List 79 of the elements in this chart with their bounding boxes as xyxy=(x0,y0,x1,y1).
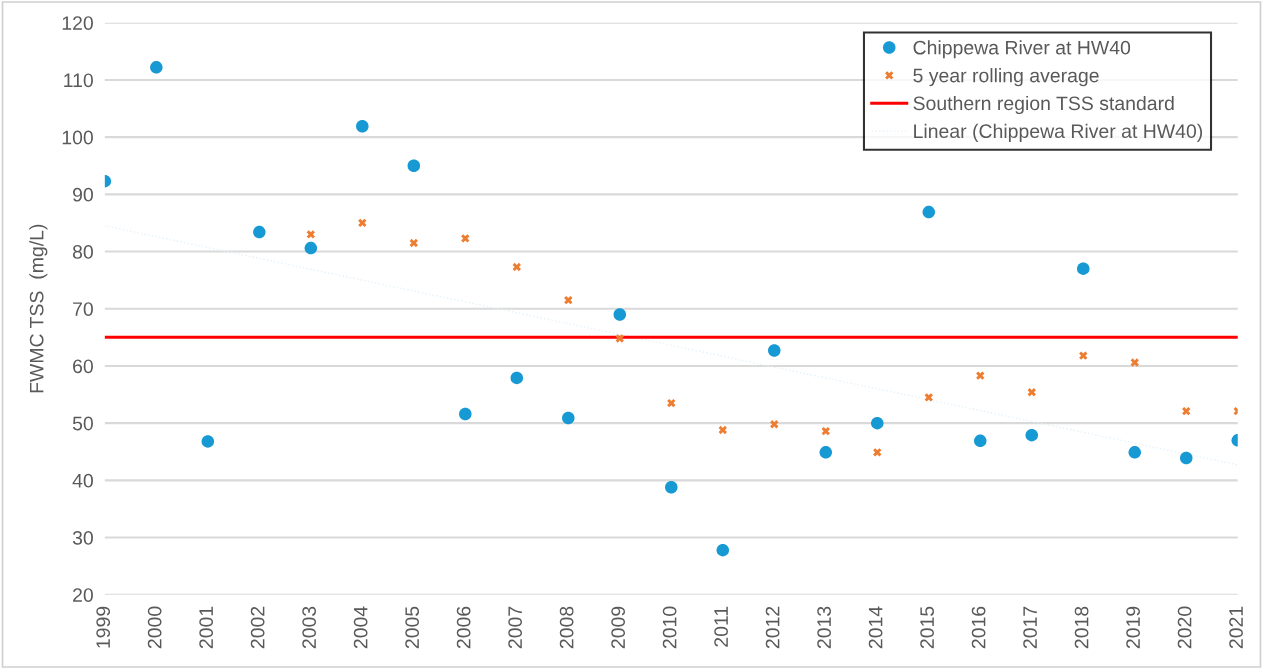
point xyxy=(871,416,884,430)
point xyxy=(409,238,418,248)
point xyxy=(562,411,575,425)
y-tick-label: 100 xyxy=(62,130,93,145)
point xyxy=(150,61,163,74)
point xyxy=(459,407,472,421)
point xyxy=(768,344,781,357)
point xyxy=(665,480,678,494)
point xyxy=(615,334,624,343)
x-tick-label: 2000 xyxy=(147,606,162,649)
point xyxy=(1025,428,1039,442)
point xyxy=(304,241,318,255)
x-tick-label: 1999 xyxy=(96,606,111,648)
point xyxy=(873,448,882,457)
x-tick-label: 2008 xyxy=(559,606,574,649)
x-tick-label: 2006 xyxy=(456,606,471,649)
x-tick-label: 2007 xyxy=(508,606,523,649)
x-tick-label: 2012 xyxy=(765,606,780,649)
y-tick-label: 120 xyxy=(62,16,93,30)
y-axis-title: FWMC TSS (mg/L) xyxy=(29,224,48,393)
point xyxy=(974,434,987,448)
x-tick-label: 2019 xyxy=(1126,606,1140,649)
point xyxy=(253,225,266,239)
point xyxy=(924,393,933,402)
y-tick-label: 70 xyxy=(73,302,93,316)
x-tick-label: 2016 xyxy=(971,606,986,649)
legend-label: Linear (Chippewa River at HW40) xyxy=(914,123,1203,142)
point xyxy=(461,234,470,243)
legend-label: Chippewa River at HW40 xyxy=(913,40,1131,59)
x-tick-label: 2013 xyxy=(817,606,831,649)
y-tick-label: 90 xyxy=(73,187,93,202)
y-tick-label: 110 xyxy=(64,73,93,88)
x-tick-label: 2021 xyxy=(1229,606,1243,649)
x-tick-label: 2017 xyxy=(1023,606,1037,649)
point xyxy=(716,543,730,557)
x-tick-label: 2018 xyxy=(1074,606,1089,649)
y-tick-label: 30 xyxy=(72,531,93,545)
x-tick-label: 2005 xyxy=(405,606,420,649)
x-tick-label: 2009 xyxy=(611,606,626,649)
point xyxy=(407,159,421,172)
point xyxy=(1027,388,1036,397)
y-tick-label: 80 xyxy=(72,245,93,259)
x-tick-label: 2010 xyxy=(662,606,677,649)
point xyxy=(1182,406,1191,416)
point xyxy=(512,262,521,272)
point xyxy=(358,218,367,228)
point xyxy=(976,371,985,380)
y-tick-label: 20 xyxy=(73,588,93,602)
point xyxy=(1079,351,1088,360)
x-tick-label: 2015 xyxy=(920,606,934,649)
y-tick-label: 50 xyxy=(72,416,93,431)
y-tick-label: 40 xyxy=(72,473,93,488)
point xyxy=(1077,262,1090,275)
x-tick-label: 2003 xyxy=(302,606,317,649)
point xyxy=(201,435,215,448)
point xyxy=(1130,358,1139,367)
y-tick-label: 60 xyxy=(73,359,93,374)
line-series xyxy=(104,225,1238,466)
point xyxy=(667,398,676,408)
x-tick-label: 2014 xyxy=(868,606,883,649)
x-tick-label: 2004 xyxy=(353,606,368,649)
point xyxy=(306,230,315,239)
point xyxy=(356,120,369,133)
x-tick-label: 2001 xyxy=(199,606,214,649)
point xyxy=(718,425,727,435)
point xyxy=(922,205,936,219)
point xyxy=(613,308,627,321)
legend-label: 5 year rolling average xyxy=(913,68,1099,87)
point xyxy=(1128,446,1141,459)
x-tick-label: 2002 xyxy=(250,606,265,649)
point xyxy=(770,420,779,429)
x-tick-label: 2011 xyxy=(714,606,728,647)
point xyxy=(821,426,830,436)
point xyxy=(564,296,573,305)
x-tick-label: 2020 xyxy=(1177,606,1192,649)
point xyxy=(819,446,833,459)
legend-label: Southern region TSS standard xyxy=(913,95,1174,115)
point xyxy=(510,371,524,385)
point xyxy=(1179,451,1193,465)
